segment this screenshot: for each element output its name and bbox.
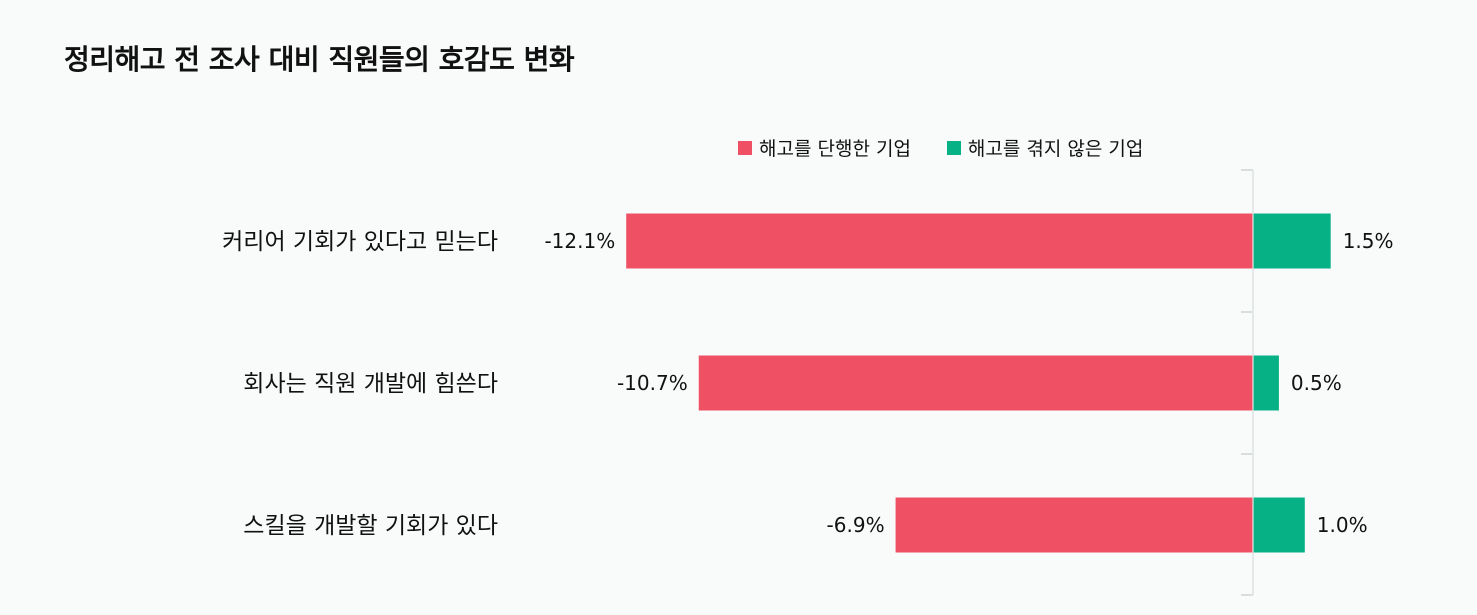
data-label-no-layoff: 1.0% xyxy=(1317,513,1368,537)
bar-layoff xyxy=(895,497,1253,553)
data-label-layoff: -10.7% xyxy=(617,371,688,395)
category-label: 커리어 기회가 있다고 믿는다 xyxy=(222,229,498,255)
chart-legend: 해고를 단행한 기업 해고를 겪지 않은 기업 xyxy=(738,134,1143,161)
bar-no-layoff xyxy=(1253,355,1279,411)
legend-item-no-layoff: 해고를 겪지 않은 기업 xyxy=(946,134,1144,161)
legend-label-layoff: 해고를 단행한 기업 xyxy=(759,138,911,160)
bar-layoff xyxy=(626,213,1253,269)
chart-title: 정리해고 전 조사 대비 직원들의 호감도 변화 xyxy=(64,43,575,76)
category-label: 회사는 직원 개발에 힘쓴다 xyxy=(243,371,498,397)
bar-no-layoff xyxy=(1253,213,1331,269)
bar-layoff xyxy=(698,355,1253,411)
bar-no-layoff xyxy=(1253,497,1305,553)
data-label-layoff: -12.1% xyxy=(544,229,615,253)
data-label-no-layoff: 0.5% xyxy=(1291,371,1342,395)
data-label-layoff: -6.9% xyxy=(827,513,885,537)
legend-swatch-no-layoff xyxy=(946,140,961,155)
legend-item-layoff: 해고를 단행한 기업 xyxy=(738,134,911,161)
legend-label-no-layoff: 해고를 겪지 않은 기업 xyxy=(967,138,1144,160)
data-label-no-layoff: 1.5% xyxy=(1343,229,1394,253)
legend-swatch-layoff xyxy=(738,140,752,155)
category-label: 스킬을 개발할 기회가 있다 xyxy=(243,513,498,539)
